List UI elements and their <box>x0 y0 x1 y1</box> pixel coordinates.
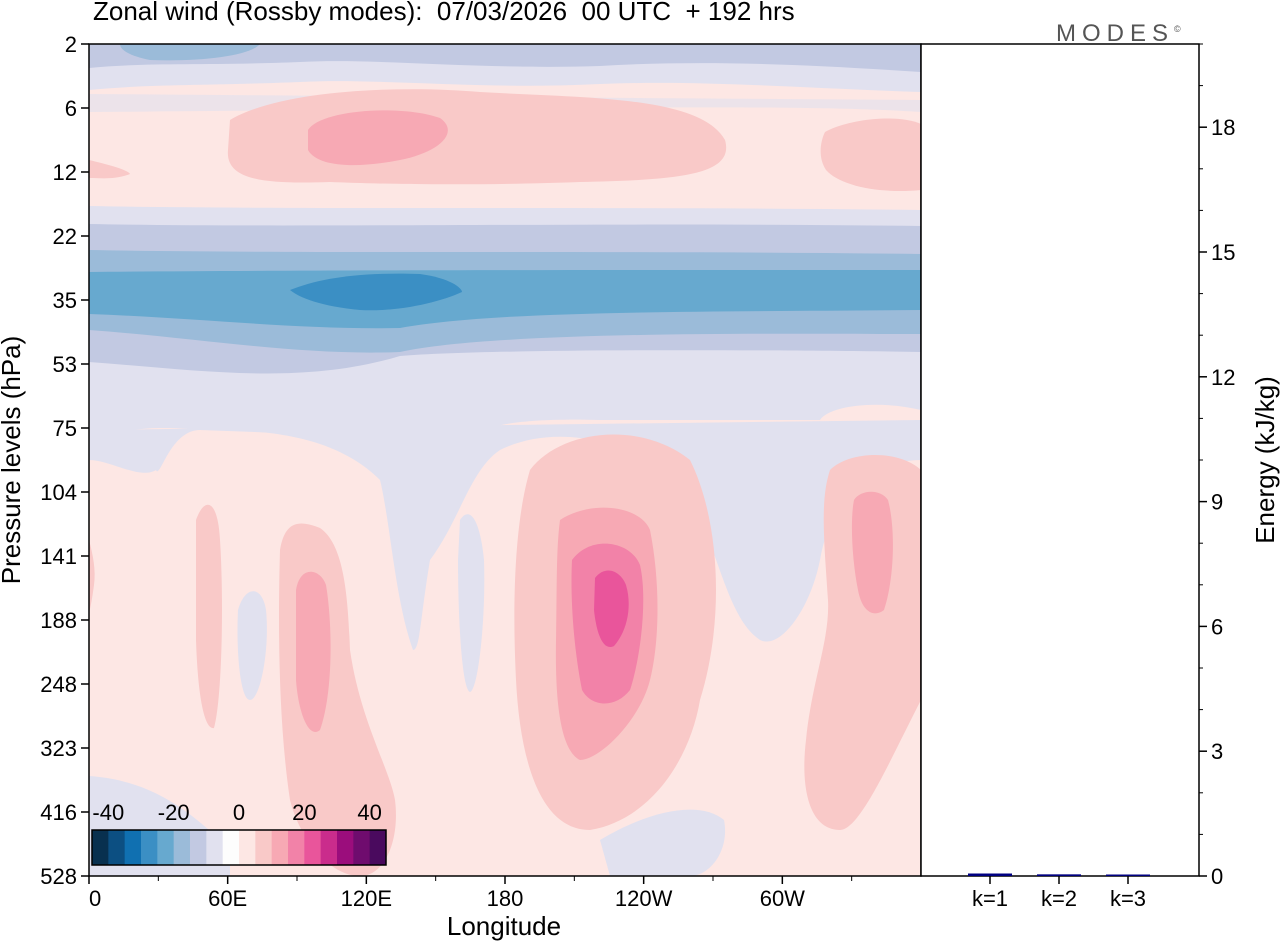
colorbar-tick-label: 40 <box>357 800 381 825</box>
y-tick-label: 12 <box>53 160 77 185</box>
y-tick-label: 323 <box>40 736 77 761</box>
colorbar-swatch <box>124 830 142 865</box>
pressure-axis: 2 6 12 22 35 53 75 104 141 188 248 323 416 528 <box>40 32 89 889</box>
y-tick-label: 75 <box>53 416 77 441</box>
energy-bar-label: k=2 <box>1041 886 1077 911</box>
region-upper-westerly-core <box>308 110 448 166</box>
energy-axis: 0 3 6 9 12 15 18 <box>1199 43 1235 889</box>
energy-tick-label: 0 <box>1211 864 1223 889</box>
region-top-mid <box>89 44 921 72</box>
chart-title: Zonal wind (Rossby modes): 07/03/2026 00… <box>93 0 795 26</box>
region-west-edge <box>89 160 130 179</box>
energy-tick-label: 9 <box>1211 490 1223 515</box>
colorbar-tick-label: 20 <box>292 800 316 825</box>
energy-tick-label: 15 <box>1211 240 1235 265</box>
colorbar-tick-label: -20 <box>158 800 190 825</box>
logo-mark: © <box>1174 24 1181 34</box>
x-tick-label: 0 <box>89 886 101 911</box>
longitude-axis: 0 60E 120E 180 120W 60W <box>88 876 853 911</box>
energy-tick-label: 6 <box>1211 614 1223 639</box>
y-tick-label: 6 <box>65 96 77 121</box>
region-east-westerly <box>820 118 921 192</box>
y-tick-label: 528 <box>40 864 77 889</box>
band-e4 <box>89 270 921 329</box>
y-tick-label: 35 <box>53 288 77 313</box>
region-bottom-easterly2 <box>600 809 726 876</box>
modes-logo: MODES© <box>1056 20 1181 48</box>
colorbar-swatch <box>141 830 158 865</box>
colorbar-swatch <box>173 830 191 865</box>
colorbar-swatch <box>304 830 322 865</box>
colorbar-swatch <box>92 830 109 865</box>
heatmap-field <box>89 44 921 876</box>
energy-bar <box>1106 874 1150 876</box>
region-w1 <box>196 504 222 729</box>
colorbar-swatch <box>353 830 371 865</box>
colorbar-frame <box>91 829 387 866</box>
x-tick-label: 120W <box>615 886 673 911</box>
colorbar: -40 -20 0 20 40 <box>91 800 387 866</box>
y-tick-label: 416 <box>40 800 77 825</box>
x-tick-label: 120E <box>341 886 392 911</box>
region-w2-core <box>296 571 331 732</box>
region-pocket <box>458 514 485 692</box>
colorbar-swatch <box>222 830 240 865</box>
y-tick-label: 104 <box>40 480 77 505</box>
region-trop-easterly <box>89 420 921 650</box>
energy-bars: k=1 k=2 k=3 <box>968 873 1150 911</box>
x-tick-label: 180 <box>487 886 524 911</box>
colorbar-swatch <box>239 830 256 865</box>
y-tick-label: 141 <box>40 544 77 569</box>
x-tick-label: 60W <box>760 886 805 911</box>
energy-bar <box>1037 874 1081 876</box>
energy-tick-label: 18 <box>1211 115 1235 140</box>
x-tick-label: 60E <box>208 886 247 911</box>
colorbar-swatch <box>337 830 354 865</box>
region-west-edge2 <box>89 540 95 612</box>
band-e5 <box>290 273 462 311</box>
logo-text: MODES <box>1056 20 1175 47</box>
colorbar-swatch <box>190 830 207 865</box>
region-w3-core <box>594 570 629 648</box>
y-tick-label: 22 <box>53 224 77 249</box>
y-tick-label: 53 <box>53 352 77 377</box>
region-top-dark <box>120 44 260 61</box>
region-pocket2 <box>237 591 267 700</box>
energy-bar <box>968 873 1012 876</box>
colorbar-tick-label: -40 <box>92 800 124 825</box>
colorbar-swatch <box>369 830 387 865</box>
colorbar-tick-label: 0 <box>233 800 245 825</box>
colorbar-swatch <box>108 830 126 865</box>
energy-tick-label: 12 <box>1211 365 1235 390</box>
energy-bar-label: k=3 <box>1110 886 1146 911</box>
colorbar-swatch <box>271 830 289 865</box>
colorbar-swatch <box>206 830 224 865</box>
y-axis-label: Pressure levels (hPa) <box>0 336 26 585</box>
colorbar-swatch <box>320 830 338 865</box>
colorbar-swatch <box>288 830 305 865</box>
energy-axis-label: Energy (kJ/kg) <box>1250 376 1280 544</box>
colorbar-swatch <box>255 830 273 865</box>
energy-tick-label: 3 <box>1211 739 1223 764</box>
energy-bar-label: k=1 <box>972 886 1008 911</box>
colorbar-swatch <box>157 830 175 865</box>
region-w4-core <box>851 491 893 614</box>
y-tick-label: 248 <box>40 672 77 697</box>
energy-panel-frame <box>920 43 1200 877</box>
y-tick-label: 2 <box>65 32 77 57</box>
y-tick-label: 188 <box>40 608 77 633</box>
x-axis-label: Longitude <box>447 911 561 941</box>
